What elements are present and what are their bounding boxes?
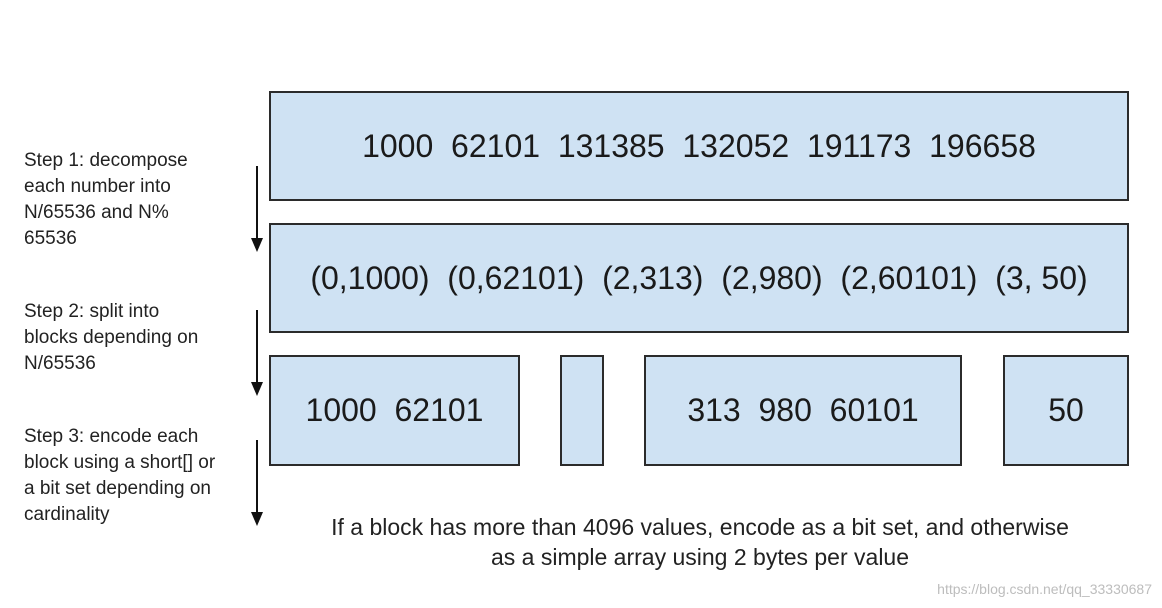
block-2-label: 313 980 60101 (687, 392, 919, 428)
caption-line-1: If a block has more than 4096 values, en… (331, 514, 1069, 540)
block-3-label: 50 (1048, 392, 1084, 428)
watermark: https://blog.csdn.net/qq_33330687 (937, 581, 1152, 597)
caption-line-2: as a simple array using 2 bytes per valu… (490, 544, 910, 570)
step-2-arrow-icon (251, 310, 263, 396)
input-numbers-box: 1000 62101 131385 132052 191173 196658 (269, 91, 1129, 201)
decomposed-pairs-text: (0,1000) (0,62101) (2,313) (2,980) (2,60… (310, 259, 1088, 296)
input-numbers-text: 1000 62101 131385 132052 191173 196658 (362, 127, 1036, 164)
block-0: 1000 62101 (269, 355, 520, 466)
step-2-label: Step 2: split into blocks depending on N… (24, 301, 199, 374)
step-3-arrow-icon (251, 440, 263, 526)
decomposed-pairs-box: (0,1000) (0,62101) (2,313) (2,980) (2,60… (269, 223, 1129, 333)
block-1 (560, 355, 604, 466)
step-1-label: Step 1: decompose each number into N/655… (24, 150, 188, 249)
block-0-label: 1000 62101 (305, 392, 484, 428)
caption: If a block has more than 4096 values, en… (270, 512, 1130, 572)
block-3: 50 (1003, 355, 1129, 466)
block-2: 313 980 60101 (644, 355, 962, 466)
step-1-arrow-icon (251, 166, 263, 252)
step-3-label: Step 3: encode each block using a short[… (24, 426, 216, 525)
